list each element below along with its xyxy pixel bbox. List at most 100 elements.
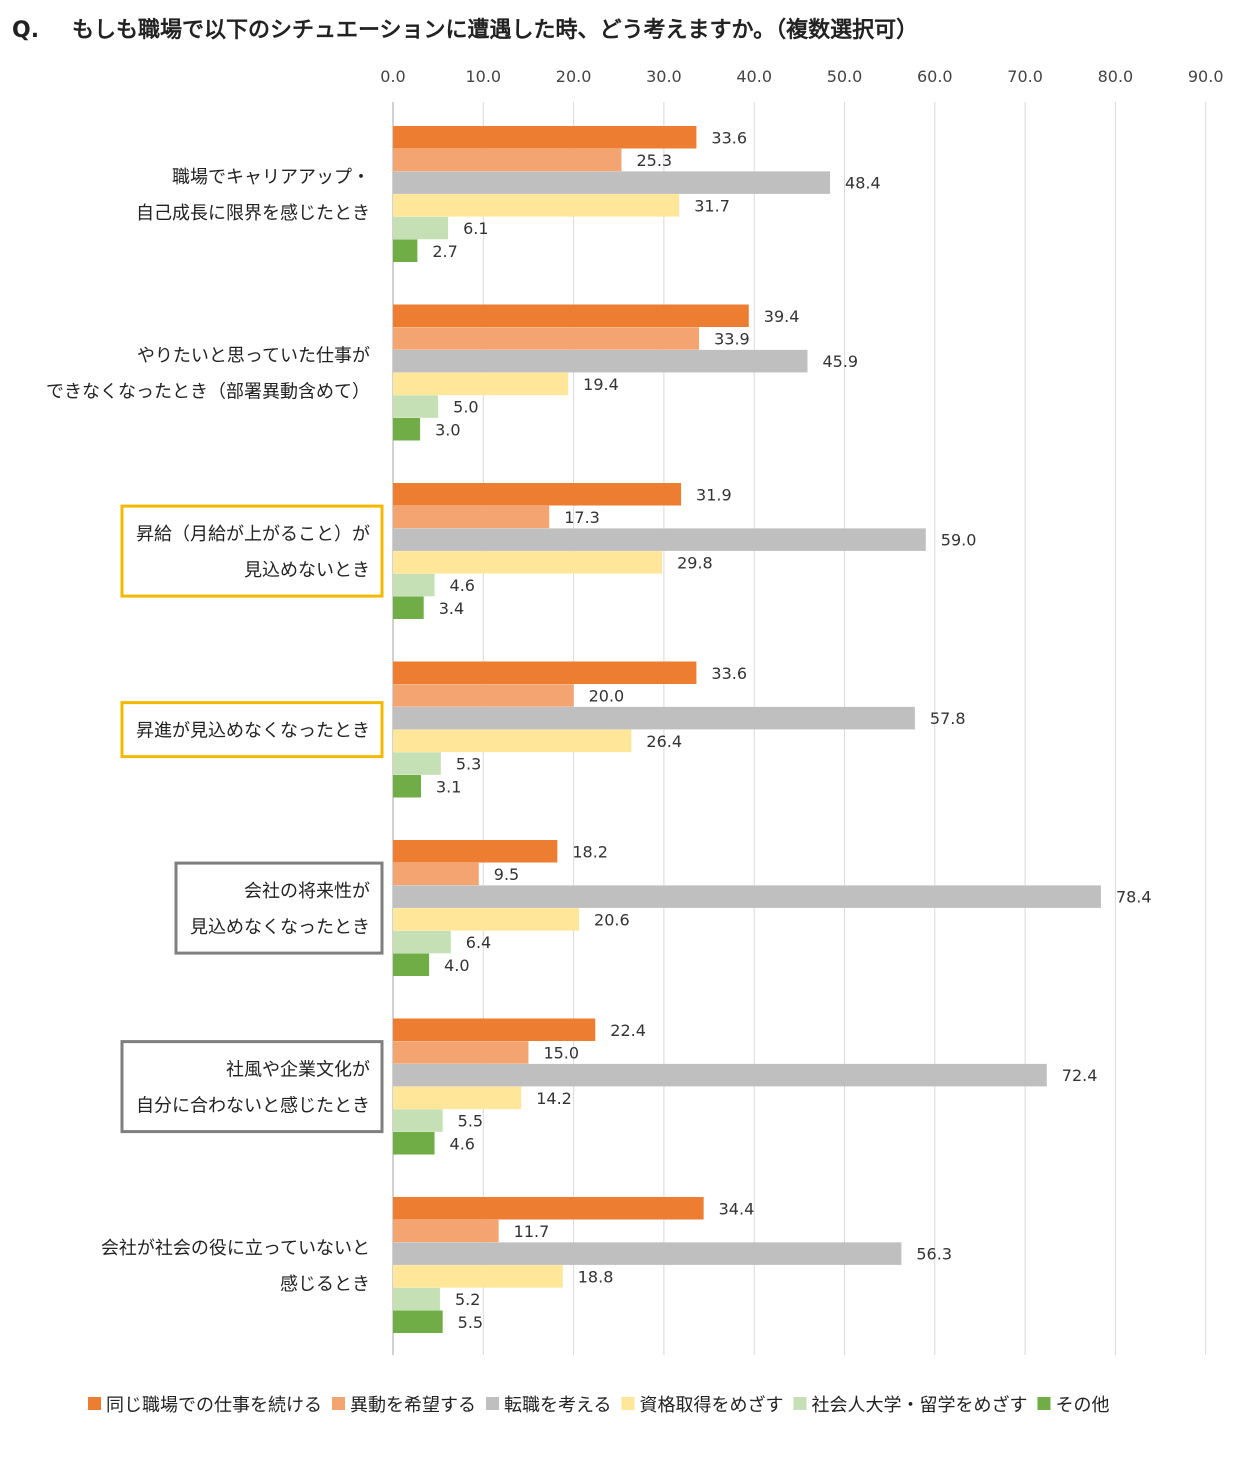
category-highlight-frame	[120, 701, 384, 759]
bar	[393, 1018, 596, 1041]
value-label: 5.2	[455, 1290, 480, 1309]
value-label: 48.4	[845, 174, 881, 193]
bar	[393, 551, 663, 574]
legend-swatch	[88, 1397, 101, 1410]
bar	[393, 1265, 563, 1288]
category-label: 会社が社会の役に立っていないと	[101, 1238, 370, 1259]
category-label: 昇給（月給が上がること）が	[136, 524, 370, 545]
value-label: 5.5	[458, 1112, 483, 1131]
bar	[393, 908, 580, 931]
bar	[393, 1063, 1047, 1087]
legend-label: 資格取得をめざす	[639, 1394, 783, 1416]
tick-label: 90.0	[1188, 67, 1224, 86]
value-label: 39.4	[764, 307, 800, 326]
value-label: 11.7	[514, 1222, 550, 1241]
bar	[393, 483, 682, 506]
bar	[393, 216, 449, 240]
value-label: 33.6	[711, 128, 747, 147]
bar	[393, 194, 680, 217]
bar	[393, 171, 831, 194]
tick-label: 20.0	[556, 67, 592, 86]
value-label: 18.8	[578, 1267, 614, 1286]
category-label: 自己成長に限界を感じたとき	[136, 203, 370, 224]
title-text: もしも職場で以下のシチュエーションに遭遇した時、どう考えますか。（複数選択可）	[72, 18, 919, 43]
legend-label: 異動を希望する	[350, 1395, 476, 1416]
value-label: 5.0	[453, 398, 478, 417]
tick-label: 80.0	[1098, 67, 1134, 86]
value-label: 5.5	[458, 1313, 483, 1332]
bar	[393, 930, 451, 954]
bar	[393, 148, 622, 172]
value-label: 14.2	[536, 1089, 572, 1108]
bar	[393, 596, 424, 619]
bar	[393, 372, 569, 396]
value-label: 15.0	[543, 1043, 579, 1062]
bar	[393, 126, 697, 149]
legend-swatch	[1037, 1397, 1051, 1410]
value-label: 20.6	[594, 910, 630, 929]
value-label: 57.8	[930, 709, 966, 728]
value-label: 33.6	[711, 664, 747, 683]
chart-title: Q. もしも職場で以下のシチュエーションに遭遇した時、どう考えますか。（複数選択可…	[12, 12, 918, 44]
value-label: 3.4	[439, 599, 464, 618]
bar	[393, 418, 421, 441]
category-label: 昇進が見込めなくなったとき	[136, 721, 370, 742]
category-highlight-frame	[174, 861, 384, 955]
tick-label: 10.0	[465, 67, 501, 86]
legend-swatch	[486, 1397, 499, 1410]
bar	[393, 862, 479, 886]
value-label: 20.0	[589, 686, 625, 705]
tick-label: 70.0	[1007, 67, 1043, 86]
value-label: 59.0	[941, 531, 977, 550]
category-label: やりたいと思っていた仕事が	[137, 346, 370, 367]
value-label: 4.6	[450, 1134, 475, 1153]
value-label: 25.3	[636, 151, 672, 170]
value-label: 22.4	[610, 1021, 646, 1040]
title-prefix: Q.	[12, 18, 40, 43]
category-label: 職場でキャリアアップ・	[172, 167, 370, 188]
value-label: 9.5	[494, 865, 519, 884]
bar	[393, 684, 574, 707]
value-label: 34.4	[719, 1199, 755, 1218]
value-label: 72.4	[1062, 1066, 1098, 1085]
category-highlight-frame	[120, 1040, 384, 1134]
bar	[393, 1132, 435, 1155]
bar	[393, 1197, 704, 1220]
legend-label: 社会人大学・留学をめざす	[811, 1394, 1027, 1416]
bar	[393, 885, 1101, 908]
bar	[393, 573, 435, 597]
value-label: 3.0	[435, 420, 460, 439]
category-label: 会社の将来性が	[244, 881, 370, 902]
legend-swatch	[332, 1397, 345, 1410]
bar	[393, 840, 558, 863]
tick-label: 50.0	[827, 67, 863, 86]
bar	[393, 1041, 529, 1064]
bar	[393, 327, 700, 350]
bar	[393, 1310, 443, 1333]
bar	[393, 752, 441, 775]
bar	[393, 953, 430, 976]
legend-swatch	[621, 1397, 635, 1410]
value-label: 78.4	[1116, 888, 1152, 907]
tick-label: 60.0	[917, 67, 953, 86]
category-label: 見込めなくなったとき	[190, 917, 370, 938]
value-label: 26.4	[646, 732, 682, 751]
value-label: 6.4	[466, 933, 491, 952]
bar	[393, 349, 808, 373]
bar	[393, 239, 418, 262]
bar	[393, 729, 632, 753]
value-label: 6.1	[463, 219, 488, 238]
category-label: 自分に合わないと感じたとき	[136, 1096, 370, 1117]
value-label: 45.9	[822, 352, 858, 371]
bar	[393, 1287, 440, 1311]
value-label: 4.0	[444, 956, 469, 975]
value-label: 31.9	[696, 485, 732, 504]
legend-swatch	[793, 1397, 807, 1410]
legend-label: 転職を考える	[504, 1395, 611, 1416]
bar	[393, 1219, 499, 1243]
value-label: 2.7	[432, 242, 457, 261]
bar	[393, 1242, 902, 1265]
category-label: 見込めないとき	[244, 560, 370, 581]
category-highlight-frame	[120, 504, 384, 598]
